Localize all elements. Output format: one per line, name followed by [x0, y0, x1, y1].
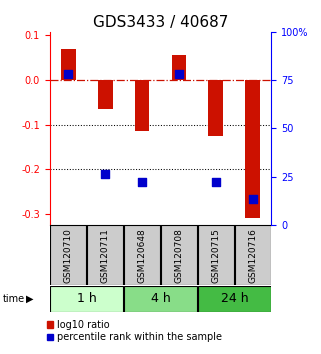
Text: GDS3433 / 40687: GDS3433 / 40687	[93, 15, 228, 30]
Text: ▶: ▶	[26, 294, 34, 304]
Text: GSM120648: GSM120648	[137, 228, 147, 282]
Text: 1 h: 1 h	[77, 292, 97, 306]
Text: time: time	[3, 294, 25, 304]
Bar	[135, 80, 149, 131]
Point	[250, 196, 256, 202]
FancyBboxPatch shape	[124, 286, 197, 312]
Legend: log10 ratio, percentile rank within the sample: log10 ratio, percentile rank within the …	[47, 320, 222, 342]
Text: GSM120708: GSM120708	[174, 228, 184, 283]
Text: GSM120716: GSM120716	[248, 228, 257, 283]
Point	[102, 172, 108, 177]
FancyBboxPatch shape	[161, 225, 197, 285]
FancyBboxPatch shape	[235, 225, 271, 285]
FancyBboxPatch shape	[198, 225, 234, 285]
Text: 24 h: 24 h	[221, 292, 248, 306]
FancyBboxPatch shape	[124, 225, 160, 285]
FancyBboxPatch shape	[198, 286, 271, 312]
FancyBboxPatch shape	[50, 225, 86, 285]
Text: GSM120710: GSM120710	[64, 228, 73, 283]
Text: GSM120711: GSM120711	[100, 228, 110, 283]
Point	[140, 179, 145, 184]
Point	[66, 72, 71, 77]
Text: GSM120715: GSM120715	[211, 228, 221, 283]
Bar	[209, 80, 223, 136]
Point	[177, 72, 182, 77]
FancyBboxPatch shape	[50, 286, 123, 312]
Point	[213, 179, 218, 184]
Bar	[171, 55, 186, 80]
Text: 4 h: 4 h	[151, 292, 170, 306]
Bar	[245, 80, 260, 218]
Bar	[98, 80, 112, 109]
FancyBboxPatch shape	[87, 225, 123, 285]
Bar	[61, 49, 76, 80]
